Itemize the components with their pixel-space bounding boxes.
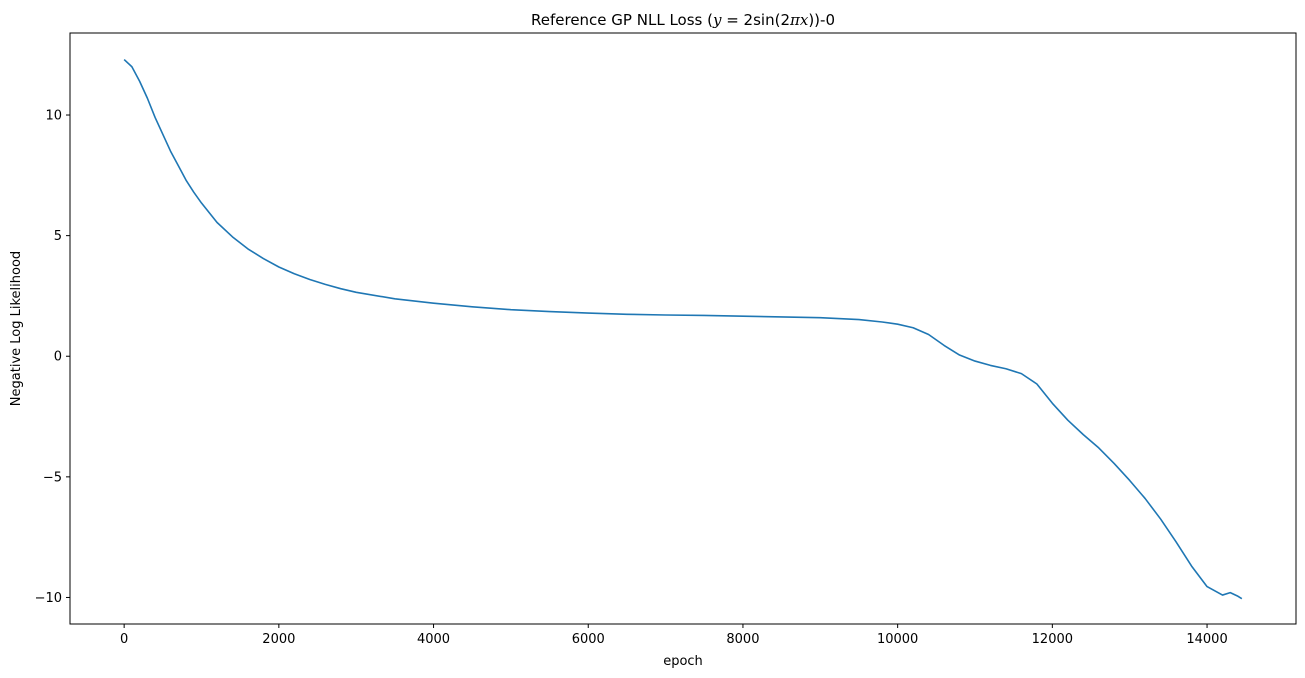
y-tick-label: 0	[54, 350, 62, 365]
title-math-pix: πx	[789, 11, 809, 29]
chart-title: Reference GP NLL Loss (y = 2sin(2πx))-0	[531, 11, 835, 29]
x-axis: 0 2000 4000 6000 8000 10000 12000 14000	[120, 624, 1228, 647]
title-math-eq: = 2sin(2	[721, 11, 790, 29]
x-tick-label: 8000	[726, 632, 759, 647]
x-tick-label: 0	[120, 632, 128, 647]
series-line-0	[123, 58, 1243, 600]
x-tick-label: 10000	[877, 632, 918, 647]
y-tick-label: 5	[54, 229, 62, 244]
x-tick-label: 12000	[1032, 632, 1073, 647]
x-axis-label: epoch	[663, 654, 703, 669]
axes-frame	[69, 32, 1297, 625]
y-axis-label: Negative Log Likelihood	[9, 251, 24, 406]
plot-area	[123, 58, 1243, 600]
x-tick-label: 14000	[1186, 632, 1227, 647]
y-axis: −10 −5 0 5 10	[35, 109, 70, 606]
title-suffix: ))-0	[808, 11, 835, 29]
x-tick-label: 2000	[262, 632, 295, 647]
x-tick-label: 4000	[417, 632, 450, 647]
x-tick-label: 6000	[572, 632, 605, 647]
title-prefix: Reference GP NLL Loss (	[531, 11, 713, 29]
y-tick-label: 10	[45, 109, 62, 124]
y-tick-label: −5	[43, 470, 62, 485]
y-tick-label: −10	[35, 591, 62, 606]
title-math-y: y	[712, 11, 722, 29]
